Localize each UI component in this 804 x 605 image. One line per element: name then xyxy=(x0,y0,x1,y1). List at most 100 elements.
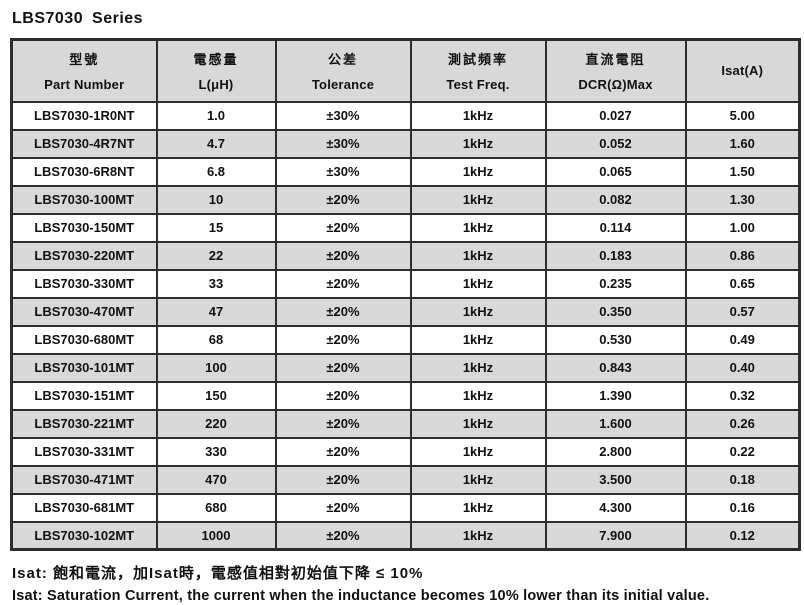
cell-dcr: 0.235 xyxy=(544,268,687,299)
cell-tolerance: ±20% xyxy=(274,492,412,523)
cell-tolerance: ±30% xyxy=(274,100,412,131)
cell-tolerance: ±20% xyxy=(274,352,412,383)
cell-dcr: 0.183 xyxy=(544,240,687,271)
table-row: LBS7030-102MT 1000 ±20% 1kHz 7.900 0.12 xyxy=(10,520,801,551)
cell-test-freq: 1kHz xyxy=(409,520,547,551)
cell-inductance: 4.7 xyxy=(155,128,277,159)
cell-isat: 1.00 xyxy=(684,212,801,243)
header-tolerance-zh: 公差 xyxy=(327,52,358,68)
table-row: LBS7030-151MT 150 ±20% 1kHz 1.390 0.32 xyxy=(10,380,801,411)
cell-part-number: LBS7030-4R7NT xyxy=(10,128,158,159)
header-test-freq: 測試頻率 Test Freq. xyxy=(409,38,547,103)
cell-tolerance: ±20% xyxy=(274,212,412,243)
cell-test-freq: 1kHz xyxy=(409,408,547,439)
cell-inductance: 47 xyxy=(155,296,277,327)
table-row: LBS7030-100MT 10 ±20% 1kHz 0.082 1.30 xyxy=(10,184,801,215)
table-row: LBS7030-4R7NT 4.7 ±30% 1kHz 0.052 1.60 xyxy=(10,128,801,159)
cell-part-number: LBS7030-221MT xyxy=(10,408,158,439)
cell-isat: 0.65 xyxy=(684,268,801,299)
cell-dcr: 0.114 xyxy=(544,212,687,243)
cell-part-number: LBS7030-1R0NT xyxy=(10,100,158,131)
header-tolerance: 公差 Tolerance xyxy=(274,38,412,103)
table-row: LBS7030-471MT 470 ±20% 1kHz 3.500 0.18 xyxy=(10,464,801,495)
cell-part-number: LBS7030-101MT xyxy=(10,352,158,383)
cell-test-freq: 1kHz xyxy=(409,156,547,187)
cell-dcr: 0.065 xyxy=(544,156,687,187)
header-part-number-zh: 型號 xyxy=(69,52,100,68)
cell-inductance: 6.8 xyxy=(155,156,277,187)
cell-test-freq: 1kHz xyxy=(409,380,547,411)
cell-part-number: LBS7030-220MT xyxy=(10,240,158,271)
cell-part-number: LBS7030-471MT xyxy=(10,464,158,495)
header-isat-en: Isat(A) xyxy=(721,63,764,79)
cell-part-number: LBS7030-150MT xyxy=(10,212,158,243)
table-row: LBS7030-680MT 68 ±20% 1kHz 0.530 0.49 xyxy=(10,324,801,355)
cell-dcr: 0.082 xyxy=(544,184,687,215)
cell-inductance: 10 xyxy=(155,184,277,215)
cell-test-freq: 1kHz xyxy=(409,240,547,271)
cell-test-freq: 1kHz xyxy=(409,324,547,355)
cell-dcr: 0.027 xyxy=(544,100,687,131)
footnote-en: Isat: Saturation Current, the current wh… xyxy=(12,588,710,604)
cell-dcr: 0.843 xyxy=(544,352,687,383)
cell-part-number: LBS7030-151MT xyxy=(10,380,158,411)
cell-dcr: 0.530 xyxy=(544,324,687,355)
cell-dcr: 1.600 xyxy=(544,408,687,439)
cell-part-number: LBS7030-102MT xyxy=(10,520,158,551)
header-inductance: 電感量 L(μH) xyxy=(155,38,277,103)
cell-isat: 1.50 xyxy=(684,156,801,187)
header-test-freq-zh: 測試頻率 xyxy=(447,52,508,68)
cell-test-freq: 1kHz xyxy=(409,268,547,299)
cell-inductance: 470 xyxy=(155,464,277,495)
header-inductance-en: L(μH) xyxy=(198,77,234,93)
table-row: LBS7030-220MT 22 ±20% 1kHz 0.183 0.86 xyxy=(10,240,801,271)
cell-test-freq: 1kHz xyxy=(409,464,547,495)
cell-dcr: 1.390 xyxy=(544,380,687,411)
cell-inductance: 680 xyxy=(155,492,277,523)
cell-part-number: LBS7030-330MT xyxy=(10,268,158,299)
cell-test-freq: 1kHz xyxy=(409,436,547,467)
cell-dcr: 0.052 xyxy=(544,128,687,159)
spec-table: 型號 Part Number 電感量 L(μH) 公差 Tolerance 測試頻率 T… xyxy=(10,38,801,551)
cell-inductance: 33 xyxy=(155,268,277,299)
table-body: LBS7030-1R0NT 1.0 ±30% 1kHz 0.027 5.00 LBS703… xyxy=(10,100,801,551)
cell-isat: 0.18 xyxy=(684,464,801,495)
cell-dcr: 4.300 xyxy=(544,492,687,523)
table-row: LBS7030-150MT 15 ±20% 1kHz 0.114 1.00 xyxy=(10,212,801,243)
cell-tolerance: ±20% xyxy=(274,380,412,411)
cell-part-number: LBS7030-100MT xyxy=(10,184,158,215)
cell-test-freq: 1kHz xyxy=(409,352,547,383)
header-test-freq-en: Test Freq. xyxy=(446,77,510,93)
cell-inductance: 330 xyxy=(155,436,277,467)
cell-isat: 0.49 xyxy=(684,324,801,355)
cell-inductance: 68 xyxy=(155,324,277,355)
cell-tolerance: ±20% xyxy=(274,268,412,299)
footnote-zh: Isat: 飽和電流，加Isat時，電感值相對初始值下降 ≤ 10% xyxy=(12,565,424,582)
cell-isat: 0.57 xyxy=(684,296,801,327)
cell-tolerance: ±20% xyxy=(274,296,412,327)
cell-dcr: 0.350 xyxy=(544,296,687,327)
cell-tolerance: ±30% xyxy=(274,156,412,187)
header-dcr: 直流電阻 DCR(Ω)Max xyxy=(544,38,687,103)
cell-isat: 0.32 xyxy=(684,380,801,411)
cell-inductance: 100 xyxy=(155,352,277,383)
cell-isat: 0.40 xyxy=(684,352,801,383)
header-part-number-en: Part Number xyxy=(44,77,125,93)
cell-isat: 0.12 xyxy=(684,520,801,551)
cell-test-freq: 1kHz xyxy=(409,492,547,523)
header-dcr-en: DCR(Ω)Max xyxy=(578,77,653,93)
header-inductance-zh: 電感量 xyxy=(193,52,239,68)
cell-tolerance: ±20% xyxy=(274,464,412,495)
cell-isat: 0.16 xyxy=(684,492,801,523)
cell-isat: 0.26 xyxy=(684,408,801,439)
cell-isat: 0.22 xyxy=(684,436,801,467)
cell-part-number: LBS7030-681MT xyxy=(10,492,158,523)
cell-part-number: LBS7030-331MT xyxy=(10,436,158,467)
cell-inductance: 1.0 xyxy=(155,100,277,131)
cell-part-number: LBS7030-680MT xyxy=(10,324,158,355)
cell-inductance: 22 xyxy=(155,240,277,271)
cell-tolerance: ±30% xyxy=(274,128,412,159)
table-row: LBS7030-221MT 220 ±20% 1kHz 1.600 0.26 xyxy=(10,408,801,439)
cell-tolerance: ±20% xyxy=(274,184,412,215)
cell-isat: 0.86 xyxy=(684,240,801,271)
